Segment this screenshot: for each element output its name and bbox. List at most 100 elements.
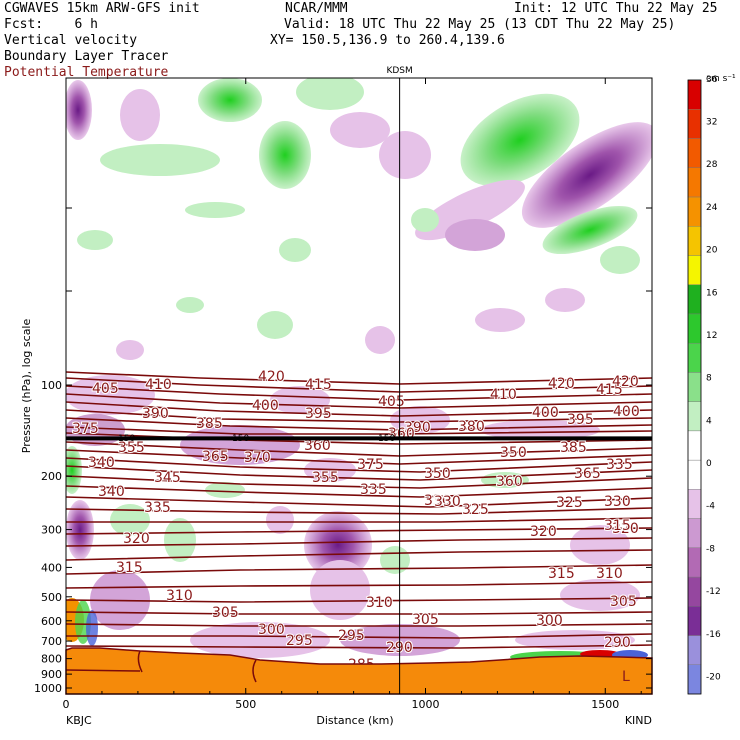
- theta-contour-line: [66, 611, 652, 615]
- theta-label: 340: [98, 484, 125, 500]
- y-tick-label: 700: [41, 635, 62, 648]
- colorbar-swatch: [687, 255, 702, 285]
- theta-contour-line: [66, 564, 652, 575]
- theta-label: 405: [92, 381, 119, 397]
- theta-label: 310: [596, 566, 623, 582]
- theta-label: 295: [338, 628, 365, 644]
- field-label-3: Potential Temperature: [4, 65, 169, 80]
- theta-contour-line: [66, 377, 652, 393]
- theta-contour-line: [66, 537, 652, 547]
- distance-axis: 0 500 1000 1500: [63, 78, 642, 711]
- theta-label: 325: [556, 495, 583, 511]
- theta-contour-line: [66, 449, 652, 465]
- theta-label: 415: [596, 382, 623, 398]
- theta-contour-line: [66, 623, 652, 627]
- theta-contour-line: [66, 417, 652, 431]
- forecast-hour: Fcst: 6 h: [4, 17, 98, 32]
- y-tick-label: 800: [41, 653, 62, 666]
- descent-area: [521, 122, 652, 228]
- colorbar-frame: [687, 79, 702, 695]
- theta-label: 335: [360, 482, 387, 498]
- descent-area: [66, 80, 92, 140]
- colorbar-label: 8: [706, 374, 712, 384]
- theta-label: 320: [123, 531, 150, 547]
- theta-label: 335: [606, 457, 633, 473]
- theta-label: 300: [258, 622, 285, 638]
- descent-area: [560, 579, 640, 611]
- theta-label: 305: [412, 612, 439, 628]
- descent-area: [545, 288, 585, 312]
- theta-label: 360: [496, 474, 523, 490]
- theta-label: 385: [196, 416, 223, 432]
- ascent-area: [296, 78, 364, 110]
- org-label: NCAR/MMM: [285, 1, 348, 16]
- theta-label: 415: [305, 377, 332, 393]
- theta-label: 410: [145, 377, 172, 393]
- ascent-area: [600, 246, 640, 274]
- theta-label: 340: [88, 455, 115, 471]
- theta-label: 295: [286, 633, 313, 649]
- y-tick-label: 300: [41, 524, 62, 537]
- theta-label: 420: [548, 376, 575, 392]
- theta-label: 330: [434, 494, 461, 510]
- ascent-area: [411, 208, 439, 232]
- theta-contour-line: [66, 581, 652, 589]
- y-axis-title: Pressure (hPa), log scale: [20, 319, 33, 454]
- colorbar-label: 36: [706, 75, 718, 85]
- theta-contour-line: [66, 401, 652, 417]
- colorbar-label: 4: [706, 416, 712, 426]
- colorbar-swatch: [687, 430, 702, 461]
- field-label-1: Vertical velocity: [4, 33, 138, 48]
- theta-label: 400: [532, 405, 559, 421]
- theta-label: 315: [548, 566, 575, 582]
- colorbar-label: -4: [706, 502, 715, 512]
- plot-frame: [65, 77, 653, 695]
- colorbar-swatch: [687, 313, 702, 344]
- y-tick-label: 1000: [34, 682, 62, 695]
- colorbar-swatch: [687, 138, 702, 168]
- colorbar-swatch: [687, 459, 702, 490]
- theta-contour-line: [66, 644, 652, 649]
- ascent-area: [100, 144, 220, 176]
- descent-area: [120, 89, 160, 141]
- colorbar-label: -12: [706, 587, 721, 597]
- colorbar-label: 12: [706, 331, 717, 341]
- theta-label: 290: [604, 635, 631, 651]
- x-tick-label: 500: [235, 698, 256, 711]
- theta-label: 305: [610, 594, 637, 610]
- descent-area: [66, 375, 155, 415]
- ascent-area: [205, 482, 245, 498]
- colorbar-swatch: [687, 342, 702, 373]
- colorbar-swatch: [687, 518, 702, 549]
- colorbar-units: cm s⁻¹: [706, 74, 736, 84]
- theta-label: 325: [462, 502, 489, 518]
- theta-contour-line: [66, 475, 652, 489]
- tropopause-label: 150: [232, 434, 249, 444]
- colorbar-swatch: [687, 401, 702, 432]
- theta-contour-line: [66, 457, 652, 473]
- theta-label: 375: [72, 421, 99, 437]
- cross-section-endpoints: XY= 150.5,136.9 to 260.4,139.6: [270, 33, 505, 48]
- theta-label: 310: [166, 588, 193, 604]
- descent-area: [570, 525, 630, 565]
- station-marker-label: KDSM: [386, 66, 412, 76]
- theta-label: 365: [574, 466, 601, 482]
- theta-label: 330: [604, 494, 631, 510]
- colorbar-swatch: [687, 372, 702, 402]
- ascent-area: [259, 121, 311, 189]
- colorbar-swatch: [687, 576, 702, 607]
- ascent-area: [164, 518, 196, 562]
- descent-area: [480, 420, 600, 440]
- potential-temperature-contours: [66, 371, 652, 649]
- theta-label: 410: [490, 387, 517, 403]
- theta-label: 385: [560, 440, 587, 456]
- colorbar-label: -16: [706, 630, 721, 640]
- ascent-area: [110, 504, 150, 536]
- ascent-area: [257, 311, 293, 339]
- theta-label: 350: [424, 466, 451, 482]
- theta-label: 320: [530, 524, 557, 540]
- colorbar-swatch: [687, 547, 702, 578]
- colorbar-swatch: [687, 635, 702, 665]
